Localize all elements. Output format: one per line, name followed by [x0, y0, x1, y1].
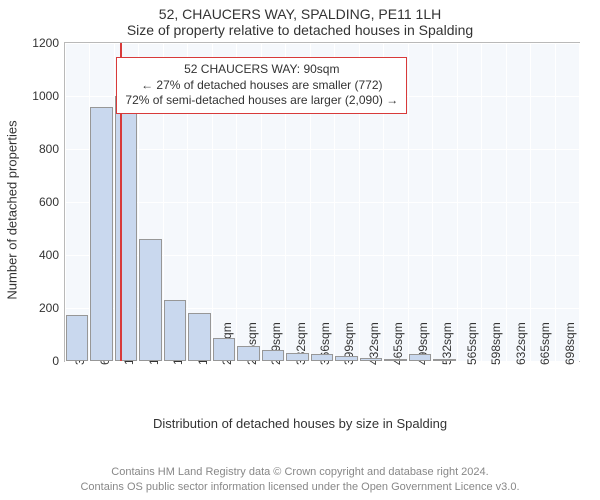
gridline-v: [408, 43, 409, 361]
gridline-v: [530, 43, 531, 361]
x-axis-label: Distribution of detached houses by size …: [0, 416, 600, 431]
chart-title-main: 52, CHAUCERS WAY, SPALDING, PE11 1LH: [0, 0, 600, 22]
y-tick-label: 1000: [32, 89, 65, 103]
footer-line2: Contains OS public sector information li…: [0, 480, 600, 494]
footer-line1: Contains HM Land Registry data © Crown c…: [0, 465, 600, 479]
chart-title-sub: Size of property relative to detached ho…: [0, 22, 600, 42]
histogram-bar: [335, 356, 358, 361]
y-axis-label: Number of detached properties: [5, 120, 20, 299]
gridline-v: [506, 43, 507, 361]
y-tick-label: 1200: [32, 36, 65, 50]
gridline-h: [65, 202, 579, 203]
histogram-bar: [90, 107, 113, 361]
gridline-v: [481, 43, 482, 361]
y-tick-label: 600: [39, 195, 65, 209]
histogram-bar: [139, 239, 162, 361]
y-tick-label: 800: [39, 142, 65, 156]
gridline-h: [65, 43, 579, 44]
gridline-v: [579, 43, 580, 361]
chart-area: 02004006008001000120033sqm66sqm100sqm133…: [64, 42, 580, 412]
histogram-bar: [115, 96, 138, 361]
x-tick-label: 698sqm: [563, 322, 577, 365]
annotation-line3: 72% of semi-detached houses are larger (…: [125, 93, 398, 109]
histogram-bar: [66, 315, 89, 361]
y-tick-label: 0: [52, 354, 65, 368]
gridline-v: [432, 43, 433, 361]
histogram-bar: [433, 359, 456, 361]
histogram-bar: [164, 300, 187, 361]
x-tick-label: 665sqm: [538, 322, 552, 365]
gridline-h: [65, 149, 579, 150]
x-tick-label: 632sqm: [514, 322, 528, 365]
gridline-v: [65, 43, 66, 361]
y-tick-label: 400: [39, 248, 65, 262]
histogram-bar: [213, 338, 236, 361]
annotation-box: 52 CHAUCERS WAY: 90sqm← 27% of detached …: [116, 57, 407, 114]
x-tick-label: 565sqm: [465, 322, 479, 365]
plot-area: 02004006008001000120033sqm66sqm100sqm133…: [64, 42, 580, 362]
footer-attribution: Contains HM Land Registry data © Crown c…: [0, 465, 600, 494]
histogram-bar: [188, 313, 211, 361]
gridline-v: [555, 43, 556, 361]
histogram-bar: [286, 353, 309, 361]
histogram-bar: [384, 359, 407, 361]
histogram-bar: [262, 350, 285, 361]
annotation-line1: 52 CHAUCERS WAY: 90sqm: [125, 62, 398, 78]
histogram-bar: [360, 358, 383, 361]
histogram-bar: [237, 346, 260, 361]
y-tick-label: 200: [39, 301, 65, 315]
x-tick-label: 598sqm: [489, 322, 503, 365]
gridline-v: [457, 43, 458, 361]
histogram-bar: [311, 354, 334, 361]
annotation-line2: ← 27% of detached houses are smaller (77…: [125, 78, 398, 94]
histogram-bar: [409, 354, 432, 361]
